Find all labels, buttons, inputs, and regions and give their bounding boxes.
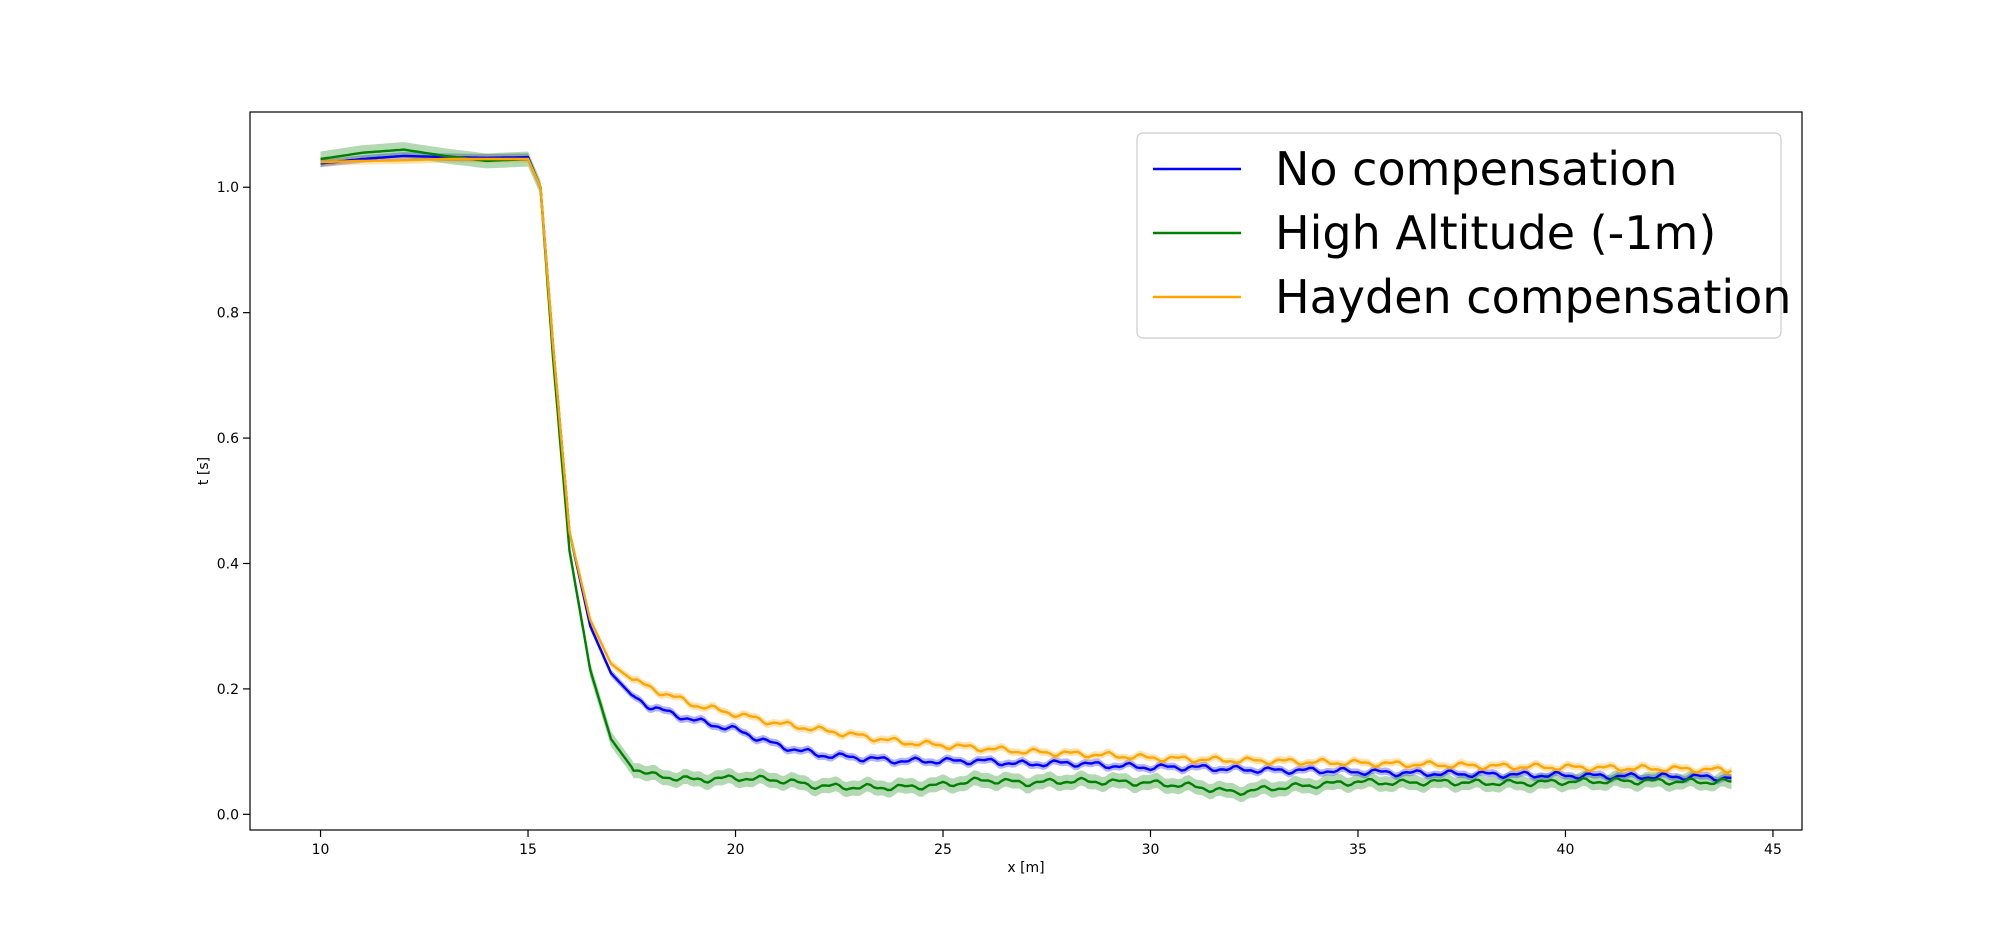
legend-label: Hayden compensation — [1275, 270, 1791, 324]
series-lines — [320, 148, 1733, 796]
plot-area-frame — [249, 111, 1803, 831]
y-axis-ticks: 0.0 0.2 0.4 0.6 0.8 1.0 — [217, 180, 250, 823]
x-tick-label: 15 — [519, 842, 537, 858]
x-tick-label: 30 — [1142, 842, 1160, 858]
y-tick-label: 0.8 — [217, 306, 239, 322]
y-tick-label: 0.6 — [217, 431, 239, 447]
series-line-hayden-compensation — [320, 157, 1733, 775]
x-axis-ticks: 10 15 20 25 30 35 40 45 — [312, 830, 1782, 858]
y-axis-label: t [s] — [196, 457, 212, 485]
x-tick-label: 10 — [312, 842, 330, 858]
y-tick-label: 1.0 — [217, 180, 239, 196]
x-tick-label: 40 — [1557, 842, 1575, 858]
y-tick-label: 0.0 — [217, 807, 239, 823]
y-tick-label: 0.2 — [217, 682, 239, 698]
x-tick-label: 35 — [1349, 842, 1367, 858]
x-tick-label: 45 — [1764, 842, 1782, 858]
x-tick-label: 25 — [934, 842, 952, 858]
x-tick-label: 20 — [727, 842, 745, 858]
legend-label: High Altitude (-1m) — [1275, 206, 1716, 260]
legend: No compensation High Altitude (-1m) Hayden… — [1136, 132, 1791, 339]
x-axis-label: x [m] — [1007, 860, 1044, 876]
y-tick-label: 0.4 — [217, 556, 239, 572]
legend-label: No compensation — [1275, 142, 1677, 196]
legend-box — [1136, 132, 1782, 339]
